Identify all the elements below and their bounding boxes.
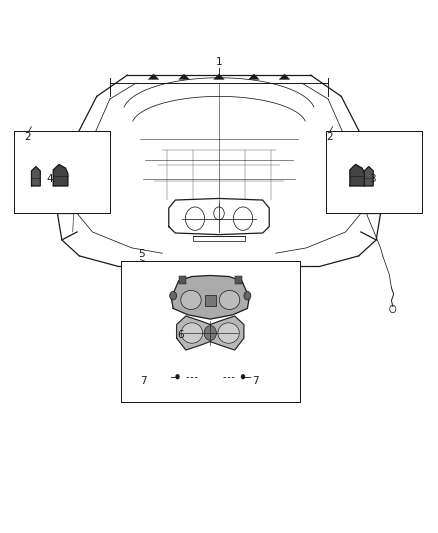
Text: 4: 4 — [46, 174, 53, 184]
Polygon shape — [148, 74, 159, 79]
Text: 3: 3 — [370, 174, 376, 184]
Polygon shape — [249, 74, 259, 79]
Bar — [326, 131, 422, 213]
Ellipse shape — [181, 290, 201, 310]
Bar — [235, 276, 242, 284]
Ellipse shape — [219, 290, 240, 310]
Polygon shape — [171, 276, 249, 319]
Text: 5: 5 — [138, 248, 145, 259]
Text: 1: 1 — [215, 57, 223, 67]
Text: 6: 6 — [177, 330, 184, 340]
Bar — [326, 131, 422, 213]
Text: 2: 2 — [326, 132, 332, 142]
Circle shape — [175, 374, 180, 379]
Text: 2: 2 — [25, 132, 32, 142]
Bar — [121, 261, 300, 402]
Bar — [121, 261, 300, 402]
Polygon shape — [350, 165, 364, 186]
Polygon shape — [279, 74, 290, 79]
Bar — [326, 131, 422, 213]
Polygon shape — [177, 316, 244, 350]
Text: 7: 7 — [252, 376, 258, 386]
Polygon shape — [364, 167, 373, 186]
Polygon shape — [214, 74, 224, 79]
Bar — [205, 295, 216, 306]
Polygon shape — [53, 165, 68, 186]
Polygon shape — [179, 74, 189, 79]
Ellipse shape — [218, 323, 239, 343]
Polygon shape — [32, 167, 40, 186]
Ellipse shape — [181, 323, 203, 343]
Bar — [121, 261, 300, 402]
Bar — [179, 276, 186, 284]
Bar — [14, 131, 110, 213]
Circle shape — [244, 292, 251, 300]
Bar — [14, 131, 110, 213]
Text: 7: 7 — [140, 376, 147, 386]
Circle shape — [241, 374, 245, 379]
Circle shape — [204, 326, 216, 341]
Bar — [14, 131, 110, 213]
Circle shape — [170, 292, 177, 300]
